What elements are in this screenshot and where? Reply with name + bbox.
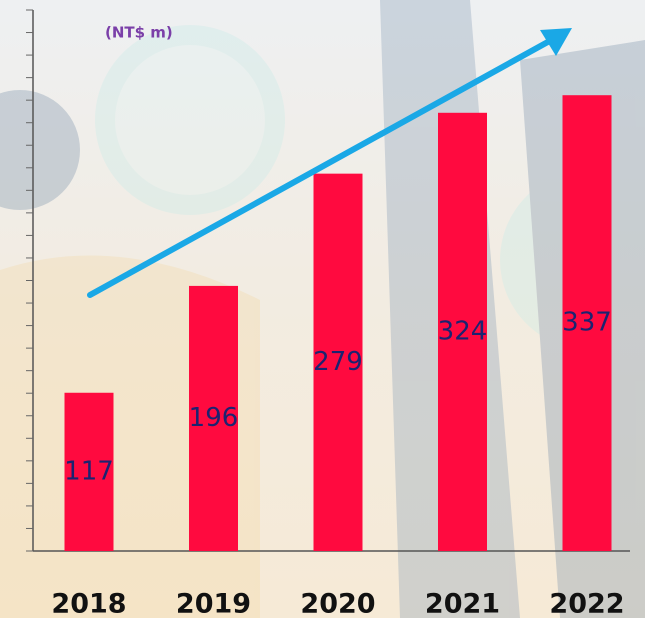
- x-tick-label: 2020: [300, 589, 375, 618]
- bars: 117 196 279 324 337: [64, 95, 612, 552]
- unit-label: (NT$ m): [105, 24, 173, 42]
- value-label: 324: [438, 316, 488, 346]
- bar: [438, 112, 487, 551]
- value-label: 337: [562, 308, 612, 338]
- value-label: 279: [313, 347, 363, 377]
- x-tick-label: 2022: [549, 589, 624, 618]
- x-tick-label: 2019: [176, 589, 251, 618]
- x-tick-label: 2021: [425, 589, 500, 618]
- bar: [313, 173, 363, 551]
- value-label: 196: [189, 403, 239, 433]
- trend-arrow: [87, 35, 558, 298]
- bar: [189, 285, 238, 551]
- bar: [64, 392, 114, 551]
- axis-ticks: [26, 9, 33, 552]
- value-label: 117: [64, 456, 114, 486]
- bar: [562, 95, 612, 552]
- trend-arrowhead: [540, 28, 572, 56]
- x-tick-label: 2018: [51, 589, 126, 618]
